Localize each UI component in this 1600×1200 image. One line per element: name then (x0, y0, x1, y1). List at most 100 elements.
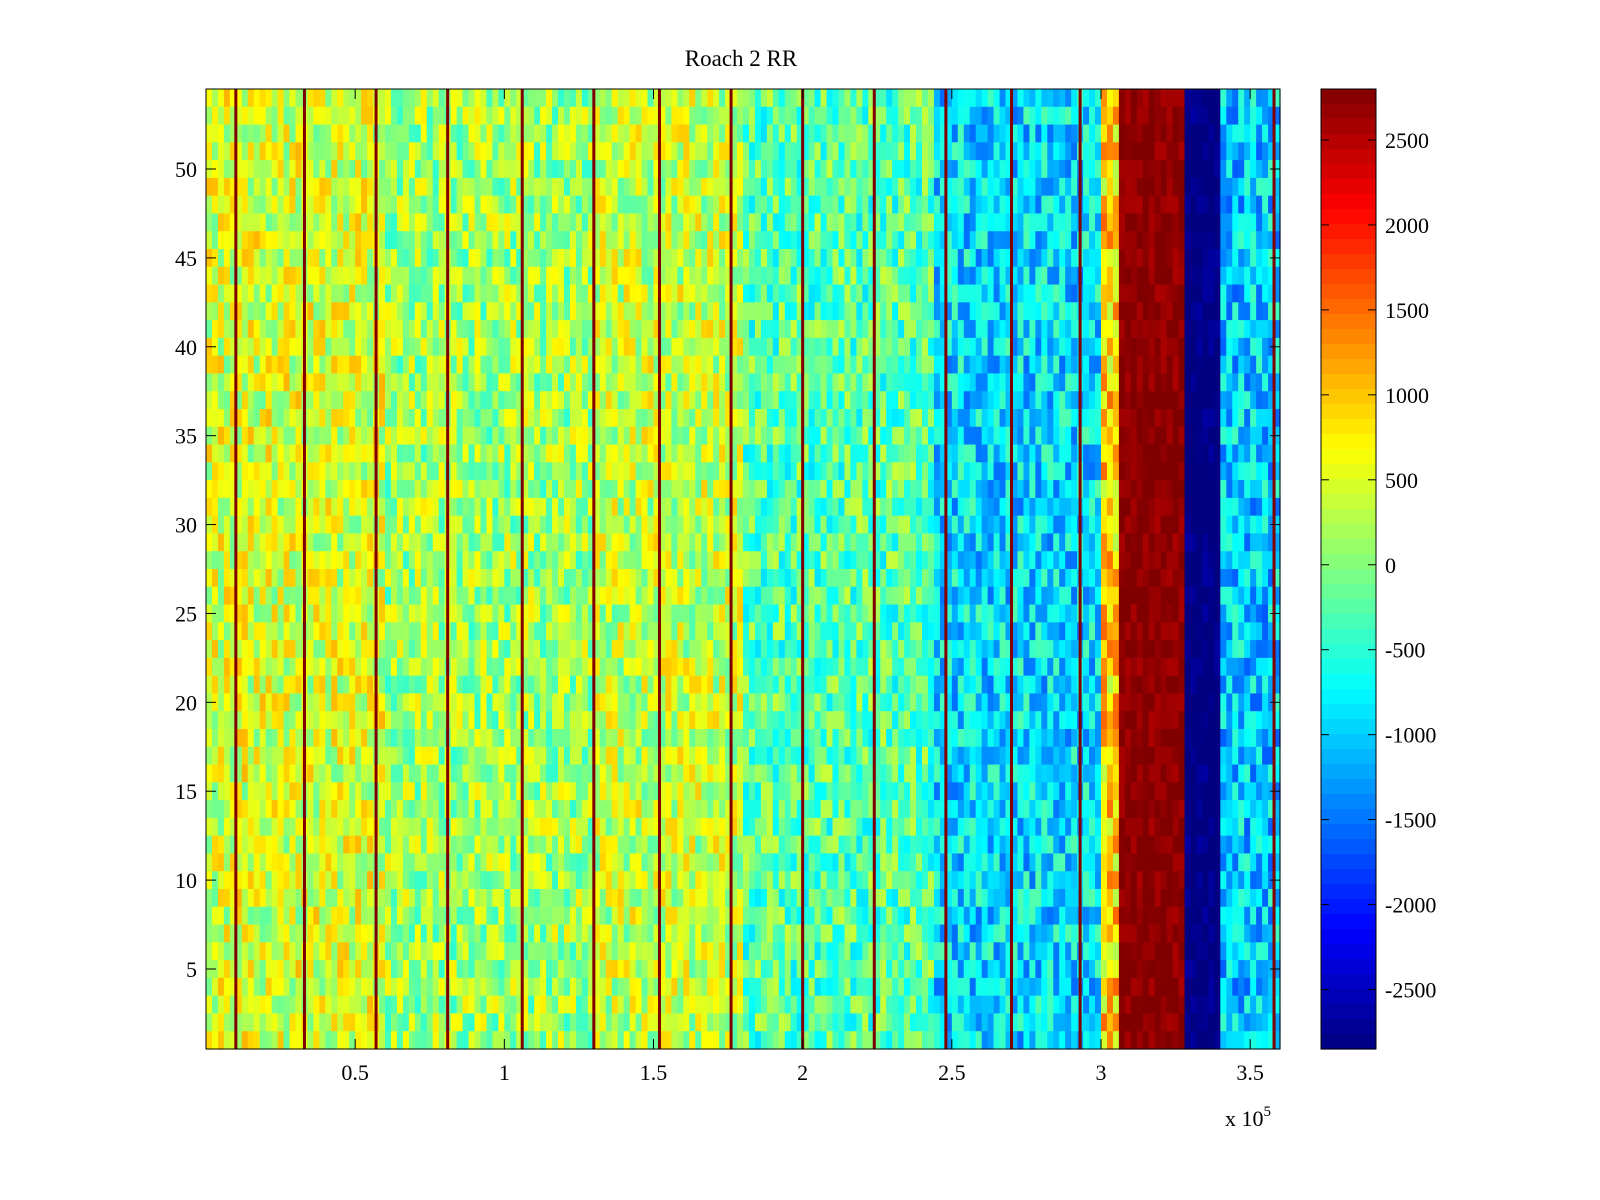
heatmap-cell (689, 160, 696, 179)
heatmap-cell (313, 551, 320, 570)
heatmap-cell (868, 195, 875, 215)
heatmap-cell (719, 409, 726, 428)
heatmap-cell (492, 373, 499, 392)
heatmap-cell (641, 533, 649, 552)
heatmap-cell (432, 337, 440, 357)
heatmap-cell (289, 249, 297, 268)
heatmap-cell (1250, 462, 1257, 481)
heatmap-cell (1208, 213, 1215, 232)
heatmap-cell (641, 195, 649, 215)
heatmap-cell (880, 249, 887, 268)
heatmap-cell (396, 426, 404, 446)
heatmap-cell (1130, 320, 1138, 339)
heatmap-cell (951, 355, 959, 375)
heatmap-cell (713, 355, 720, 375)
heatmap-cell (480, 106, 488, 126)
heatmap-cell (1232, 266, 1239, 286)
heatmap-cell (289, 302, 297, 321)
heatmap-cell (880, 355, 887, 375)
heatmap-cell (504, 444, 511, 463)
heatmap-cell (510, 320, 517, 339)
heatmap-cell (874, 444, 881, 463)
heatmap-cell (1095, 551, 1102, 570)
heatmap-cell (904, 355, 911, 375)
heatmap-cell (641, 249, 649, 268)
heatmap-cell (737, 355, 744, 375)
heatmap-cell (564, 551, 571, 570)
heatmap-cell (927, 266, 935, 286)
heatmap-cell (1262, 106, 1269, 126)
heatmap-cell (307, 409, 314, 428)
heatmap-cell (1112, 533, 1120, 552)
heatmap-cell (1041, 497, 1048, 517)
heatmap-cell (808, 213, 816, 232)
heatmap-cell (683, 284, 690, 303)
heatmap-cell (874, 337, 881, 357)
heatmap-cell (802, 177, 810, 197)
heatmap-cell (701, 284, 708, 303)
heatmap-cell (713, 195, 720, 215)
heatmap-cell (731, 337, 738, 357)
heatmap-cell (641, 373, 649, 392)
heatmap-cell (450, 195, 458, 215)
heatmap-cell (665, 497, 672, 517)
heatmap-cell (379, 320, 386, 339)
heatmap-cell (820, 409, 828, 428)
heatmap-cell (910, 320, 917, 339)
heatmap-cell (1244, 266, 1251, 286)
heatmap-cell (390, 320, 398, 339)
heatmap-cell (880, 569, 887, 588)
heatmap-cell (641, 177, 649, 197)
heatmap-cell (1250, 124, 1257, 143)
heatmap-cell (1101, 462, 1108, 481)
heatmap-cell (217, 124, 225, 143)
heatmap-cell (552, 266, 559, 286)
heatmap-cell (241, 142, 249, 161)
heatmap-cell (1029, 160, 1036, 179)
heatmap-cell (408, 213, 416, 232)
heatmap-cell (271, 337, 279, 357)
heatmap-cell (957, 480, 965, 499)
heatmap-cell (534, 320, 541, 339)
heatmap-cell (713, 320, 720, 339)
heatmap-cell (1130, 426, 1138, 446)
heatmap-cell (265, 497, 273, 517)
heatmap-cell (617, 480, 625, 499)
heatmap-cell (1232, 106, 1239, 126)
heatmap-cell (737, 391, 744, 410)
heatmap-cell (1154, 337, 1162, 357)
heatmap-cell (450, 426, 458, 446)
heatmap-cell (820, 302, 828, 321)
heatmap-cell (695, 124, 702, 143)
heatmap-cell (611, 195, 619, 215)
heatmap-cell (904, 160, 911, 179)
heatmap-cell (1262, 409, 1269, 428)
heatmap-cell (313, 426, 320, 446)
heatmap-cell (456, 497, 464, 517)
heatmap-cell (522, 142, 529, 161)
heatmap-cell (611, 302, 619, 321)
heatmap-cell (1101, 497, 1108, 517)
heatmap-cell (331, 124, 338, 143)
heatmap-cell (587, 551, 595, 570)
heatmap-cell (665, 462, 672, 481)
heatmap-cell (552, 426, 559, 446)
heatmap-cell (211, 320, 219, 339)
heatmap-cell (1130, 302, 1138, 321)
heatmap-cell (1202, 462, 1209, 481)
heatmap-cell (1202, 391, 1209, 410)
heatmap-cell (1041, 480, 1048, 499)
heatmap-cell (265, 569, 273, 588)
heatmap-cell (784, 462, 792, 481)
heatmap-cell (265, 391, 273, 410)
heatmap-cell (349, 551, 356, 570)
heatmap-cell (325, 177, 332, 197)
heatmap-cell (1256, 195, 1263, 215)
heatmap-cell (390, 266, 398, 286)
heatmap-cell (462, 355, 470, 375)
heatmap-cell (832, 426, 840, 446)
heatmap-cell (916, 249, 923, 268)
heatmap-cell (599, 89, 607, 108)
heatmap-cell (510, 391, 517, 410)
heatmap-cell (1136, 480, 1144, 499)
